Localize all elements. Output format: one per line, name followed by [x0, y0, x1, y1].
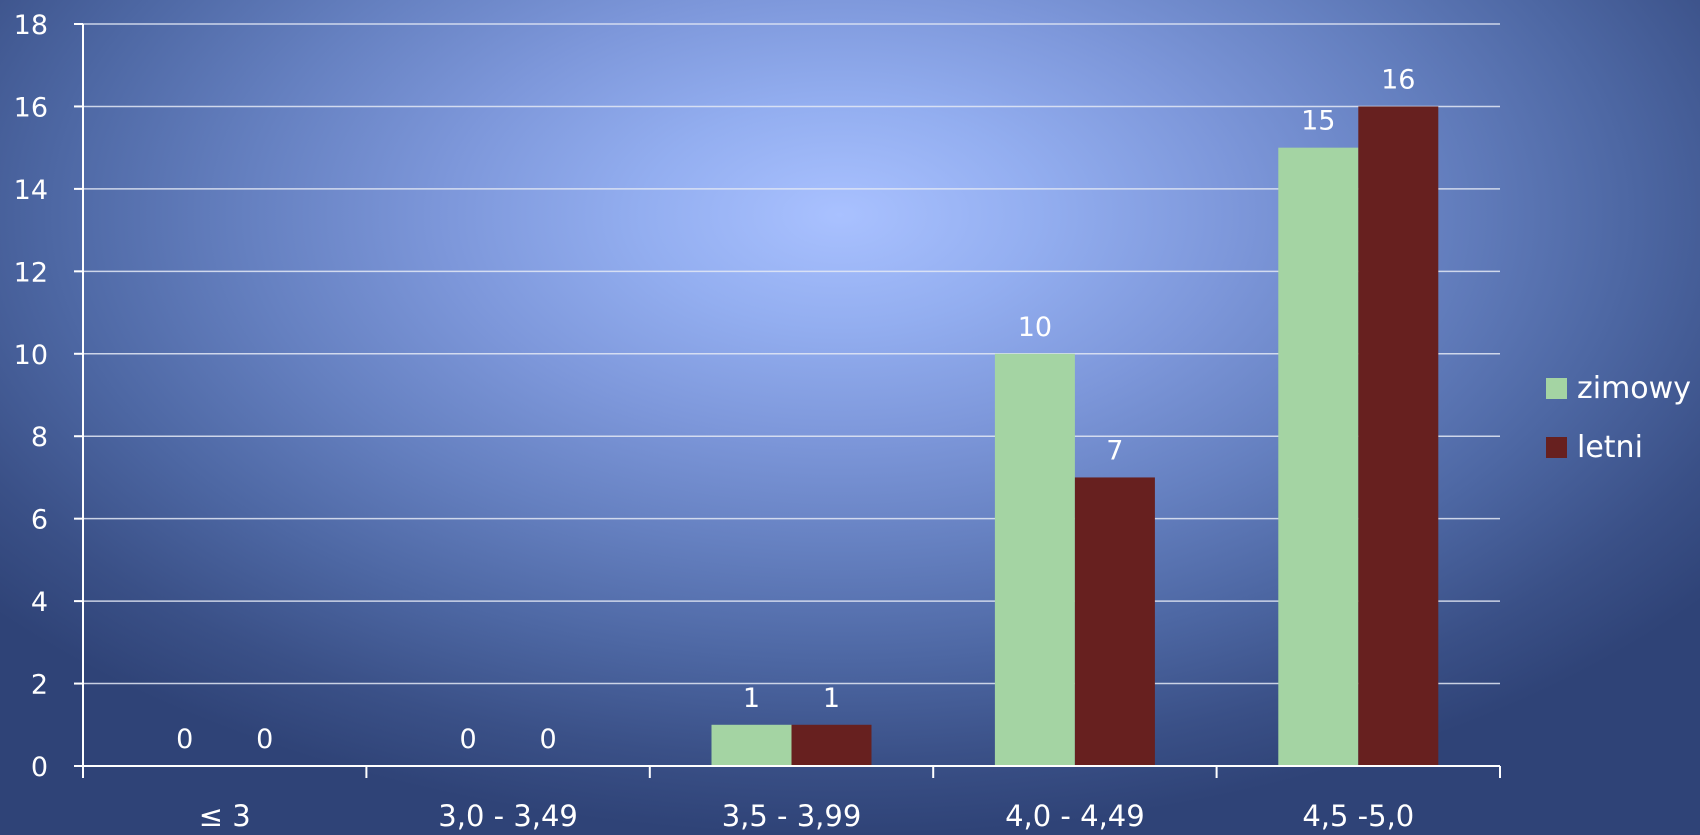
y-tick-label: 10 [14, 340, 48, 371]
legend-swatch-letni [1546, 437, 1567, 458]
bar-letni [1358, 106, 1439, 766]
bar-letni [791, 724, 872, 766]
data-label-zimowy: 1 [743, 683, 760, 714]
y-axis-tick-labels: 0 2 4 6 8 10 12 14 16 18 [14, 10, 48, 783]
bar-letni [1074, 477, 1155, 766]
bar-zimowy [1278, 147, 1359, 766]
y-tick-label: 8 [31, 422, 48, 453]
bar-marks [711, 106, 1439, 766]
x-category-label: ≤ 3 [199, 799, 251, 833]
data-label-letni: 0 [256, 724, 273, 755]
data-label-letni: 1 [823, 683, 840, 714]
data-label-zimowy: 0 [460, 724, 477, 755]
legend: zimowy letni [1546, 371, 1691, 465]
data-label-zimowy: 10 [1018, 312, 1052, 343]
bar-zimowy [711, 724, 792, 766]
data-labels: 0 0 0 0 1 1 10 7 15 16 [176, 64, 1415, 755]
y-tick-label: 16 [14, 92, 48, 123]
data-label-letni: 0 [540, 724, 557, 755]
data-label-zimowy: 15 [1301, 106, 1335, 137]
data-label-letni: 7 [1106, 435, 1123, 466]
y-tick-label: 14 [14, 175, 48, 206]
x-category-label: 3,0 - 3,49 [438, 799, 578, 833]
x-category-label: 4,5 -5,0 [1302, 799, 1414, 833]
gridlines [83, 23, 1500, 685]
x-category-label: 3,5 - 3,99 [722, 799, 862, 833]
y-tick-label: 18 [14, 10, 48, 41]
data-label-zimowy: 0 [176, 724, 193, 755]
axes [74, 23, 1501, 778]
y-tick-label: 6 [31, 505, 48, 536]
y-tick-label: 0 [31, 752, 48, 783]
x-axis-category-labels: ≤ 3 3,0 - 3,49 3,5 - 3,99 4,0 - 4,49 4,5 -5,… [199, 799, 1415, 833]
bar-zimowy [994, 353, 1075, 766]
y-tick-label: 12 [14, 257, 48, 288]
data-label-letni: 16 [1381, 64, 1415, 95]
legend-swatch-zimowy [1546, 378, 1567, 399]
y-tick-label: 4 [31, 587, 48, 618]
legend-label-zimowy: zimowy [1577, 371, 1691, 406]
x-category-label: 4,0 - 4,49 [1005, 799, 1145, 833]
y-tick-label: 2 [31, 670, 48, 701]
legend-label-letni: letni [1577, 430, 1643, 465]
